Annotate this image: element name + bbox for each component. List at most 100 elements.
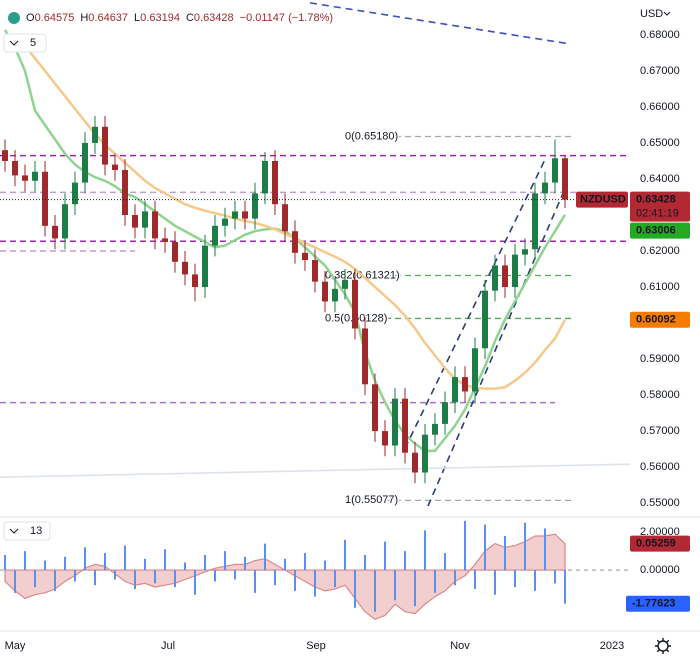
candle-body <box>42 171 48 226</box>
y-tick-label: 0.66000 <box>640 101 680 113</box>
histogram-bar <box>4 554 6 571</box>
histogram-bar <box>24 551 26 571</box>
header-key: O <box>26 12 35 24</box>
histogram-bar <box>344 539 346 571</box>
currency-arrow <box>663 11 671 16</box>
y-tick-label: 0.62000 <box>640 245 680 257</box>
histogram-bar <box>284 558 286 571</box>
histogram-bar <box>214 570 216 582</box>
histogram-bar <box>434 570 436 593</box>
fib-label: 1(0.55077) <box>345 494 398 506</box>
histogram-bar <box>514 570 516 588</box>
header-value: 0.63428 <box>194 12 234 24</box>
histogram-bar <box>364 554 366 571</box>
y-tick-label: 0.67000 <box>640 65 680 77</box>
histogram-bar <box>474 570 476 590</box>
interval-box[interactable] <box>3 33 47 53</box>
candle-body <box>92 126 98 143</box>
candle-body <box>402 398 408 453</box>
header-key: C <box>186 12 194 24</box>
candle-body <box>172 242 178 262</box>
candle-body <box>102 126 108 165</box>
histogram-bar <box>534 570 536 591</box>
histogram-bar <box>554 570 556 584</box>
histogram-bar <box>294 570 296 591</box>
y2-tick-label: 2.00000 <box>640 526 680 538</box>
symbol-tag <box>576 191 628 208</box>
candle-body <box>82 142 88 183</box>
candle-body <box>412 452 418 473</box>
candle-body <box>212 225 218 246</box>
candle-body <box>482 290 488 349</box>
histogram-bar <box>314 570 316 597</box>
histogram-bar <box>114 570 116 580</box>
candle-body <box>362 328 368 385</box>
candle-body <box>312 260 318 282</box>
fib-label: 0(0.65180) <box>345 130 398 142</box>
x-tick-label: Jul <box>161 640 175 652</box>
histogram-bar <box>504 535 506 571</box>
x-tick-label: Sep <box>306 640 326 652</box>
candle-body <box>472 348 478 392</box>
candle-body <box>322 281 328 302</box>
candle-body <box>192 274 198 288</box>
indicator-box[interactable] <box>3 521 51 541</box>
symbol-icon <box>8 12 20 24</box>
y-tick-label: 0.59000 <box>640 353 680 365</box>
y-tick-label: 0.65000 <box>640 137 680 149</box>
histogram-bar <box>174 570 176 588</box>
histogram-bar <box>164 549 166 571</box>
candle-body <box>72 182 78 205</box>
histogram-bar <box>234 570 236 580</box>
trend-line <box>309 2 571 45</box>
oscillator-area <box>4 533 566 620</box>
histogram-bar <box>334 570 336 588</box>
candle-body <box>522 249 528 255</box>
oscillator-tag <box>630 535 690 552</box>
candle-body <box>132 215 138 228</box>
candle-body <box>12 160 18 176</box>
histogram-bar <box>184 562 186 571</box>
histogram-bar <box>44 560 46 571</box>
candle-body <box>332 288 338 302</box>
header-value: 0.64637 <box>88 12 128 24</box>
histogram-bar <box>424 530 426 571</box>
ma-tag <box>630 222 690 239</box>
collapse-arrow <box>9 40 19 46</box>
candle-body <box>532 193 538 250</box>
histogram-bar <box>374 570 376 612</box>
candle-body <box>352 279 358 329</box>
candle-body <box>262 160 268 194</box>
histogram-bar <box>304 553 306 571</box>
histogram-bar <box>34 570 36 588</box>
histogram-bar <box>324 560 326 571</box>
histogram-bar <box>464 520 466 571</box>
candle-body <box>22 175 28 181</box>
header-value: 0.63194 <box>140 12 180 24</box>
histogram-bar <box>204 554 206 571</box>
candle-body <box>182 261 188 275</box>
settings-icon[interactable] <box>655 638 671 654</box>
candle-body <box>2 150 8 161</box>
candle-body <box>492 265 498 291</box>
histogram-bar <box>494 570 496 595</box>
candle-body <box>302 252 308 261</box>
candle-body <box>392 398 398 446</box>
candle-body <box>282 204 288 232</box>
histogram-bar <box>54 570 56 591</box>
candle-body <box>142 211 148 228</box>
trend-line <box>404 159 546 449</box>
histogram-bar <box>154 570 156 584</box>
x-tick-label: 2023 <box>600 640 624 652</box>
histogram-bar <box>14 570 16 593</box>
candle-body <box>542 182 548 194</box>
candle-body <box>62 204 68 239</box>
histogram-bar <box>414 570 416 607</box>
histogram-bar <box>274 570 276 586</box>
candle-body <box>112 164 118 170</box>
candle-body <box>452 377 458 403</box>
collapse-arrow <box>9 528 19 534</box>
currency[interactable]: USD <box>640 8 663 20</box>
candle-body <box>272 160 278 205</box>
